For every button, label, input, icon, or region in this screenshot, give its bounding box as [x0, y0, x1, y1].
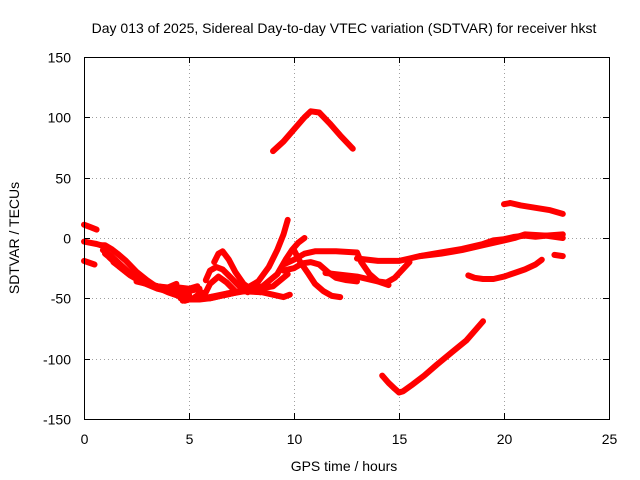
series-line-7: [417, 231, 566, 260]
y-tick-label: 0: [63, 231, 71, 247]
y-tick-label: 150: [48, 50, 72, 66]
y-tick-label: -50: [51, 291, 71, 307]
y-tick-label: 100: [48, 110, 72, 126]
series-line-3: [501, 200, 566, 217]
chart-title: Day 013 of 2025, Sidereal Day-to-day VTE…: [92, 20, 597, 36]
x-tick-label: 10: [287, 431, 303, 447]
series-line-4: [465, 256, 545, 282]
series-group: [81, 108, 566, 396]
series-line-30: [175, 283, 201, 292]
y-tick-label: -100: [43, 352, 71, 368]
series-line-10: [280, 259, 360, 285]
series-line-16: [198, 273, 239, 302]
axis-ticks: -150 -100 -50 0 50 100 150 0 5 10 15 20 25: [43, 50, 618, 448]
y-tick-label: 50: [55, 171, 71, 187]
x-tick-label: 20: [497, 431, 513, 447]
series-line-5: [551, 251, 566, 260]
x-tick-label: 25: [602, 431, 618, 447]
x-axis-label: GPS time / hours: [291, 458, 398, 474]
y-tick-label: -150: [43, 412, 71, 428]
series-line-1: [270, 108, 356, 155]
x-tick-label: 15: [392, 431, 408, 447]
series-line-21: [81, 257, 98, 268]
series-line-29: [177, 288, 245, 303]
x-tick-label: 0: [81, 431, 89, 447]
series-line-2: [379, 318, 486, 396]
series-line-19: [81, 221, 100, 233]
series-line-11: [291, 247, 344, 301]
y-axis-label: SDTVAR / TECUs: [6, 182, 22, 294]
series-line-15: [202, 264, 251, 296]
series-line-27: [133, 278, 180, 291]
x-tick-label: 5: [186, 431, 194, 447]
